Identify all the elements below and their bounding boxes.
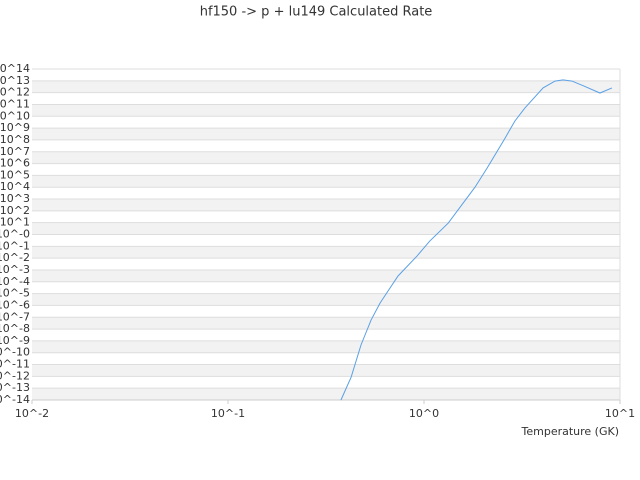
y-tick-label: 10^13 — [0, 74, 30, 87]
y-tick-label: 10^-3 — [0, 263, 30, 276]
y-tick-label: 10^-8 — [0, 322, 30, 335]
y-tick-label: 10^-11 — [0, 358, 30, 371]
y-tick-label: 10^12 — [0, 86, 30, 99]
grid-band — [32, 151, 620, 164]
data-line — [340, 79, 613, 401]
grid-band — [32, 104, 620, 117]
x-tick-label: 10^0 — [409, 407, 439, 420]
y-tick-label: 10^-1 — [0, 239, 30, 252]
grid-band — [32, 293, 620, 306]
y-tick-label: 10^2 — [0, 204, 30, 217]
grid-band — [32, 128, 620, 140]
y-tick-label: 10^3 — [0, 192, 30, 205]
x-tick-label: 10^1 — [605, 407, 635, 420]
y-tick-label: 10^-4 — [0, 275, 30, 288]
y-tick-label: 10^-13 — [0, 381, 30, 394]
y-tick-label: 10^-0 — [0, 228, 30, 241]
x-axis-label: Temperature (GK) — [521, 425, 620, 438]
grid-band — [32, 340, 620, 353]
y-tick-label: 10^-7 — [0, 310, 30, 323]
grid-band — [32, 388, 620, 400]
y-tick-label: 10^8 — [0, 133, 30, 146]
grid-band — [32, 269, 620, 282]
y-tick-label: 10^-9 — [0, 334, 30, 347]
y-tick-label: 10^-6 — [0, 298, 30, 311]
y-tick-label: 10^5 — [0, 168, 30, 181]
y-tick-label: 10^4 — [0, 180, 30, 193]
y-tick-label: 10^14 — [0, 62, 30, 75]
y-tick-label: 10^9 — [0, 121, 30, 134]
grid-band — [32, 222, 620, 235]
grid-band — [32, 199, 620, 211]
grid-band — [32, 317, 620, 330]
y-tick-label: 10^1 — [0, 216, 30, 229]
x-tick-label: 10^-2 — [15, 407, 49, 420]
x-tick-label: 10^-1 — [211, 407, 245, 420]
chart-title: hf150 -> p + lu149 Calculated Rate — [200, 5, 433, 20]
y-tick-label: 10^6 — [0, 157, 30, 170]
y-tick-label: 10^11 — [0, 97, 30, 110]
y-tick-label: 10^-14 — [0, 393, 30, 406]
y-tick-label: 10^-10 — [0, 346, 30, 359]
y-tick-label: 10^-5 — [0, 287, 30, 300]
grid-band — [32, 364, 620, 377]
y-tick-label: 10^10 — [0, 109, 30, 122]
grid-band — [32, 80, 620, 93]
grid-band — [32, 246, 620, 259]
y-tick-label: 10^7 — [0, 145, 30, 158]
y-tick-label: 10^-12 — [0, 369, 30, 382]
y-tick-label: 10^-2 — [0, 251, 30, 264]
grid-band — [32, 175, 620, 188]
